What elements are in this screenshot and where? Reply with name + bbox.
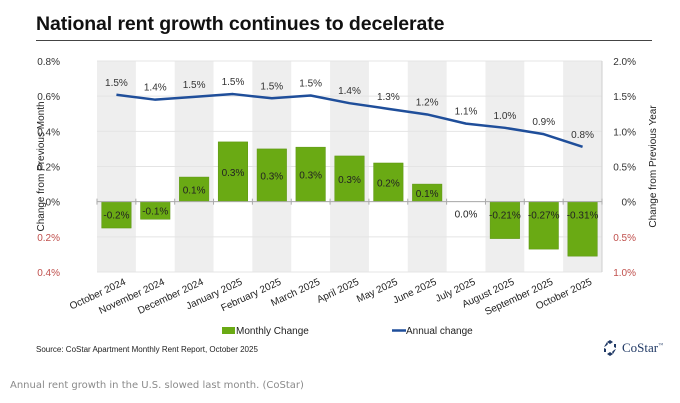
y-axis-title: Change from Previous Month — [36, 101, 47, 231]
bar-monthly-change — [373, 162, 404, 202]
line-data-label: 1.1% — [455, 107, 478, 118]
line-data-label: 1.4% — [144, 83, 167, 94]
line-data-label: 1.5% — [260, 81, 283, 92]
bar-data-label: 0.1% — [416, 189, 439, 200]
y-tick-label: 0.4% — [37, 127, 60, 138]
y-tick-label: 0% — [46, 198, 61, 209]
x-tick-label: April 2025 — [315, 277, 361, 306]
y2-tick-label: 1.0% — [613, 268, 636, 279]
bar-monthly-change — [489, 201, 520, 239]
y2-tick-label: 1.0% — [613, 127, 636, 138]
x-tick-label: June 2025 — [391, 277, 438, 307]
y-tick-label: 0.6% — [37, 92, 60, 103]
y-tick-label: 0.2% — [37, 163, 60, 174]
legend-label-monthly-change: Monthly Change — [236, 326, 309, 337]
costar-logo-icon — [604, 340, 616, 356]
costar-logo-text: CoStar™ — [622, 340, 664, 355]
y-tick-label: 0.8% — [37, 57, 60, 68]
bar-data-label: -0.21% — [489, 211, 521, 222]
source-note: Source: CoStar Apartment Monthly Rent Re… — [36, 345, 258, 354]
y2-tick-label: 1.5% — [613, 92, 636, 103]
bar-data-label: 0.3% — [222, 168, 245, 179]
line-annual-change — [116, 92, 583, 148]
bar-data-label: -0.2% — [103, 211, 129, 222]
y-tick-label: 0.4% — [37, 268, 60, 279]
bar-data-label: 0.3% — [299, 170, 322, 181]
line-data-label: 1.3% — [377, 92, 400, 103]
bar-monthly-change — [295, 146, 326, 202]
bar-monthly-change — [101, 201, 132, 229]
y-tick-label: 0.2% — [37, 233, 60, 244]
bar-data-label: -0.27% — [528, 211, 560, 222]
bar-monthly-change — [179, 176, 210, 202]
bar-data-label: -0.31% — [567, 211, 599, 222]
line-data-label: 1.2% — [416, 97, 439, 108]
bar-data-label: 0.1% — [183, 185, 206, 196]
line-data-label: 1.0% — [493, 111, 516, 122]
line-data-label: 1.4% — [338, 86, 361, 97]
legend-swatch-monthly-change — [222, 327, 235, 334]
bar-data-label: -0.1% — [142, 206, 168, 217]
bar-monthly-change — [217, 141, 248, 202]
bar-monthly-change — [528, 201, 559, 250]
y2-tick-label: 0% — [622, 198, 637, 209]
bar-monthly-change — [334, 155, 365, 202]
y2-tick-label: 2.0% — [613, 57, 636, 68]
legend-label-annual-change: Annual change — [406, 326, 473, 337]
chart-title: National rent growth continues to decele… — [36, 13, 445, 35]
line-data-label: 1.5% — [105, 78, 128, 89]
costar-logo: CoStar™ — [602, 340, 663, 356]
image-caption: Annual rent growth in the U.S. slowed la… — [10, 380, 304, 391]
line-data-label: 1.5% — [299, 78, 322, 89]
line-data-label: 1.5% — [222, 77, 245, 88]
line-data-label: 0.8% — [571, 130, 594, 141]
title-divider — [36, 40, 652, 41]
bar-data-label: 0.3% — [338, 175, 361, 186]
line-data-label: 0.9% — [532, 117, 555, 128]
bar-data-label: 0.2% — [377, 178, 400, 189]
bar-data-label: 0.0% — [455, 210, 478, 221]
bar-data-label: 0.3% — [260, 171, 283, 182]
bar-monthly-change — [256, 148, 287, 202]
line-data-label: 1.5% — [183, 80, 206, 91]
bar-monthly-change — [567, 201, 598, 257]
y2-axis-title: Change from Previous Year — [648, 105, 659, 228]
y2-tick-label: 0.5% — [613, 233, 636, 244]
y2-tick-label: 0.5% — [613, 163, 636, 174]
